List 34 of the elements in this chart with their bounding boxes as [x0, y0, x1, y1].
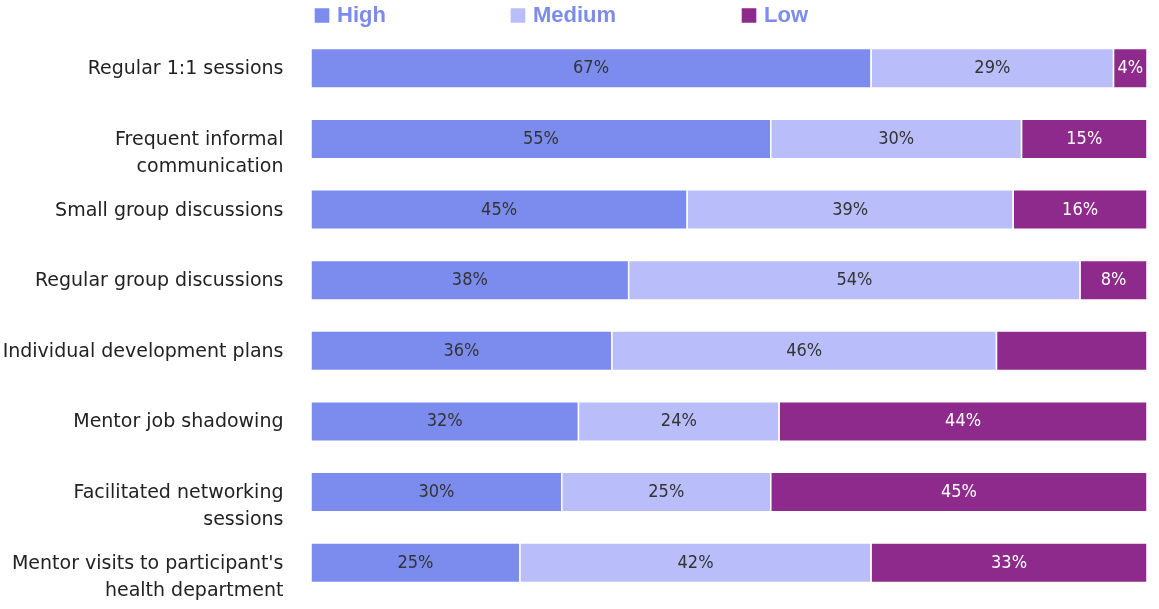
data-label: 39% [832, 197, 869, 219]
y-tick-label: Small group discussions [55, 197, 284, 220]
data-label: 32% [426, 409, 463, 431]
data-label: 54% [836, 268, 873, 290]
data-label: 8% [1100, 268, 1127, 290]
y-tick-label: Regular group discussions [34, 268, 284, 291]
data-label: 33% [991, 550, 1028, 572]
data-label: 45% [940, 480, 977, 502]
data-label: 36% [443, 338, 480, 360]
data-label: 38% [451, 268, 488, 290]
y-tick-label: Frequent informal communication [115, 126, 284, 176]
legend-label: Medium [533, 2, 617, 28]
data-label: 24% [660, 409, 697, 431]
data-label: 4% [1117, 56, 1144, 78]
data-label: 29% [974, 56, 1011, 78]
y-tick-label: Mentor job shadowing [73, 409, 284, 432]
legend-label: High [337, 2, 386, 28]
data-label: 42% [677, 550, 714, 572]
data-label: 44% [945, 409, 982, 431]
data-label: 45% [481, 197, 518, 219]
y-tick-label: Individual development plans [2, 338, 284, 361]
data-label: 55% [522, 126, 559, 148]
y-tick-label: Mentor visits to participant's health department [11, 550, 284, 600]
data-label: 15% [1066, 126, 1103, 148]
y-tick-label: Facilitated networking sessions [73, 480, 284, 530]
data-label: 46% [786, 338, 823, 360]
data-label: 30% [418, 480, 455, 502]
data-label: 16% [1062, 197, 1099, 219]
data-label: 25% [648, 480, 685, 502]
data-label: 30% [878, 126, 915, 148]
data-label: 25% [397, 550, 434, 572]
data-label: 67% [573, 56, 610, 78]
y-tick-label: Regular 1:1 sessions [87, 56, 284, 79]
legend-label: Low [764, 2, 809, 28]
